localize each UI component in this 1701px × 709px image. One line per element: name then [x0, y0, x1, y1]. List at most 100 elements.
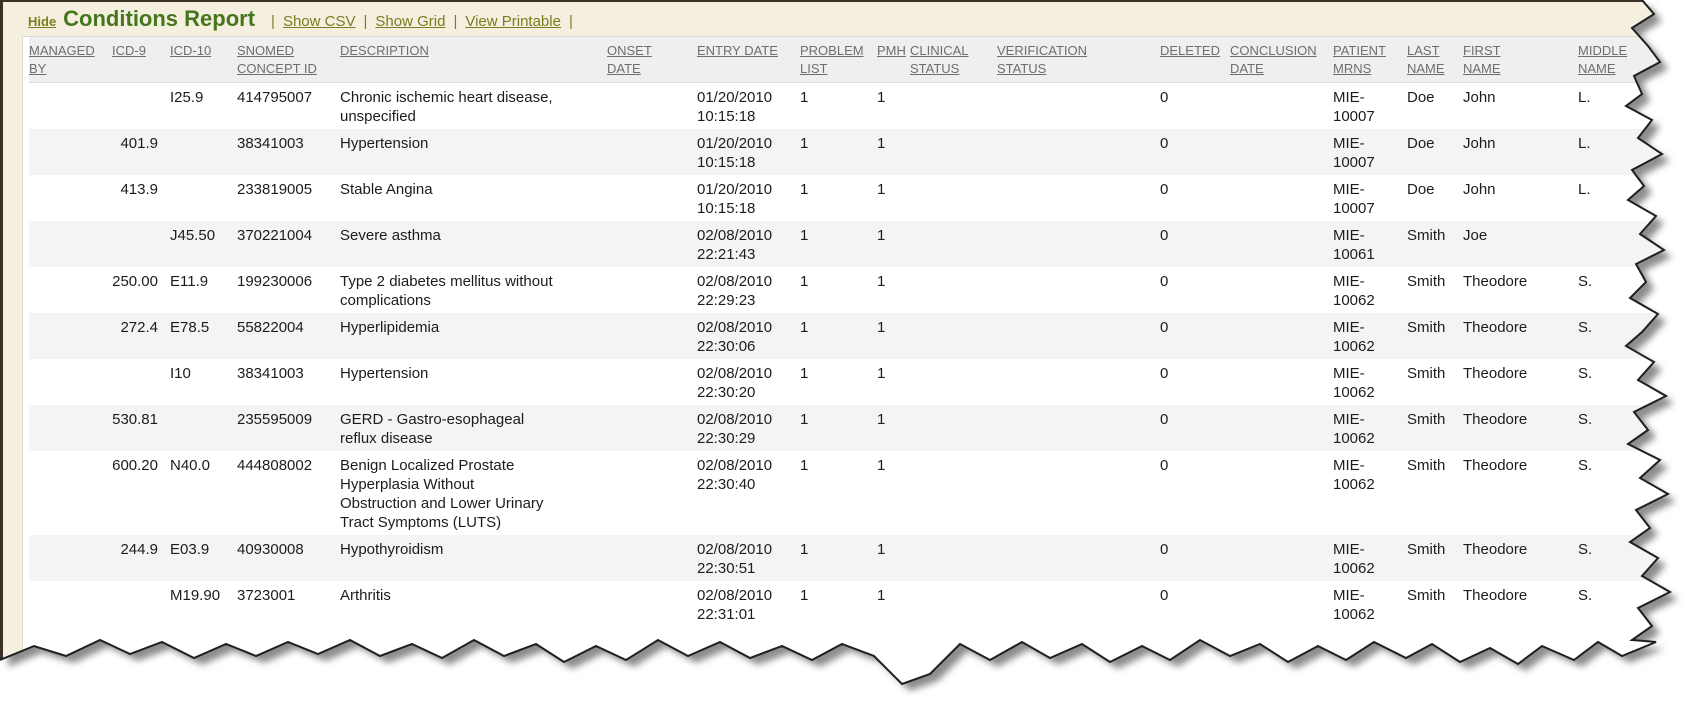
- cell-middle: S.: [1578, 581, 1663, 627]
- cell-mrn: MIE-10062: [1333, 535, 1407, 581]
- cell-description: Stable Angina: [340, 175, 607, 221]
- cell-last: Smith: [1407, 405, 1463, 451]
- column-header-mrn[interactable]: PATIENT MRNS: [1333, 37, 1407, 83]
- column-header-label[interactable]: PATIENT MRNS: [1333, 43, 1386, 76]
- view-printable-link[interactable]: View Printable: [465, 13, 561, 30]
- column-header-conclusion[interactable]: CONCLUSION DATE: [1230, 37, 1333, 83]
- cell-value: J45.50: [170, 227, 216, 244]
- cell-managed_by: [29, 313, 112, 359]
- column-header-managed_by[interactable]: MANAGED BY: [29, 37, 112, 83]
- cell-conclusion: [1230, 267, 1333, 313]
- cell-clinical: [910, 313, 997, 359]
- column-header-label[interactable]: DESCRIPTION: [340, 43, 429, 58]
- cell-first: John: [1463, 175, 1578, 221]
- cell-conclusion: [1230, 221, 1333, 267]
- column-header-label[interactable]: ICD-10: [170, 43, 212, 58]
- show-csv-link[interactable]: Show CSV: [282, 13, 356, 30]
- cell-value: 1: [877, 319, 886, 336]
- column-header-label[interactable]: PMH: [877, 43, 906, 58]
- column-header-label[interactable]: FIRST NAME: [1463, 43, 1501, 76]
- column-header-label[interactable]: VERIFICATION STATUS: [997, 43, 1088, 76]
- cell-value: MIE-10062: [1333, 587, 1375, 623]
- cell-deleted: 0: [1160, 451, 1230, 535]
- cell-value: 1: [800, 411, 809, 428]
- cell-last: Smith: [1407, 581, 1463, 627]
- cell-value: MIE-10062: [1333, 457, 1375, 493]
- cell-value: 1: [877, 181, 886, 198]
- cell-value: 0: [1160, 319, 1169, 336]
- cell-middle: S.: [1578, 267, 1663, 313]
- cell-value: L.: [1578, 181, 1591, 198]
- cell-snomed: 199230006: [237, 267, 340, 313]
- column-header-clinical[interactable]: CLINICAL STATUS: [910, 37, 997, 83]
- cell-value: 1: [877, 89, 886, 106]
- column-header-label[interactable]: DELETED: [1160, 43, 1220, 58]
- cell-pmh: 1: [877, 405, 910, 451]
- cell-deleted: 0: [1160, 405, 1230, 451]
- cell-value: 414795007: [237, 89, 313, 106]
- cell-value: Theodore: [1463, 273, 1528, 290]
- cell-value: Chronic ischemic heart disease, unspecif…: [340, 89, 553, 125]
- cell-verification: [997, 359, 1160, 405]
- cell-value: 02/08/2010 22:30:29: [697, 411, 773, 447]
- column-header-icd9[interactable]: ICD-9: [112, 37, 170, 83]
- cell-value: M19.90: [170, 587, 221, 604]
- cell-problem_list: 1: [800, 129, 877, 175]
- cell-description: Hypertension: [340, 129, 607, 175]
- column-header-first[interactable]: FIRST NAME: [1463, 37, 1578, 83]
- cell-value: 02/08/2010 22:29:23: [697, 273, 773, 309]
- column-header-label[interactable]: CLINICAL STATUS: [910, 43, 969, 76]
- cell-managed_by: [29, 175, 112, 221]
- cell-clinical: [910, 451, 997, 535]
- column-header-middle[interactable]: MIDDLE NAME: [1578, 37, 1663, 83]
- cell-value: Hypertension: [340, 365, 429, 382]
- column-header-entry[interactable]: ENTRY DATE: [697, 37, 800, 83]
- table-row: 272.4 E78.5 55822004 Hyperlipidemia 02/08/20…: [29, 313, 1663, 359]
- column-header-label[interactable]: ICD-9: [112, 43, 146, 58]
- column-header-description[interactable]: DESCRIPTION: [340, 37, 607, 83]
- cell-value: 370221004: [237, 227, 313, 244]
- column-header-label[interactable]: SNOMED CONCEPT ID: [237, 43, 317, 76]
- column-header-label[interactable]: LAST NAME: [1407, 43, 1445, 76]
- cell-clinical: [910, 129, 997, 175]
- column-header-label[interactable]: MANAGED BY: [29, 43, 95, 76]
- cell-value: 1: [877, 587, 886, 604]
- cell-value: MIE-10007: [1333, 181, 1375, 217]
- cell-value: Stable Angina: [340, 181, 433, 198]
- column-header-problem_list[interactable]: PROBLEM LIST: [800, 37, 877, 83]
- cell-icd9: [112, 83, 170, 130]
- column-header-label[interactable]: PROBLEM LIST: [800, 43, 864, 76]
- cell-entry: 02/08/2010 22:21:43: [697, 221, 800, 267]
- cell-value: 1: [800, 89, 809, 106]
- cell-icd9: [112, 581, 170, 627]
- cell-onset: [607, 359, 697, 405]
- cell-icd9: 244.9: [112, 535, 170, 581]
- column-header-label[interactable]: ENTRY DATE: [697, 43, 778, 58]
- column-header-onset[interactable]: ONSET DATE: [607, 37, 697, 83]
- cell-snomed: 444808002: [237, 451, 340, 535]
- cell-value: Smith: [1407, 457, 1446, 474]
- cell-first: Theodore: [1463, 359, 1578, 405]
- column-header-snomed[interactable]: SNOMED CONCEPT ID: [237, 37, 340, 83]
- column-header-pmh[interactable]: PMH: [877, 37, 910, 83]
- column-header-label[interactable]: MIDDLE NAME: [1578, 43, 1628, 76]
- cell-icd10: I25.9: [170, 83, 237, 130]
- cell-first: Theodore: [1463, 405, 1578, 451]
- column-header-icd10[interactable]: ICD-10: [170, 37, 237, 83]
- column-header-verification[interactable]: VERIFICATION STATUS: [997, 37, 1160, 83]
- column-header-deleted[interactable]: DELETED: [1160, 37, 1230, 83]
- hide-link[interactable]: Hide: [28, 14, 57, 29]
- cell-middle: L.: [1578, 83, 1663, 130]
- cell-clinical: [910, 267, 997, 313]
- cell-first: Theodore: [1463, 581, 1578, 627]
- cell-value: Type 2 diabetes mellitus without complic…: [340, 273, 553, 309]
- column-header-label[interactable]: CONCLUSION DATE: [1230, 43, 1317, 76]
- cell-value: 01/20/2010 10:15:18: [697, 135, 773, 171]
- cell-managed_by: [29, 83, 112, 130]
- column-header-last[interactable]: LAST NAME: [1407, 37, 1463, 83]
- conditions-table: MANAGED BY ICD-9 ICD-10 SNOMED CONCEPT ID DE…: [29, 37, 1663, 627]
- column-header-label[interactable]: ONSET DATE: [607, 43, 652, 76]
- cell-value: 0: [1160, 181, 1169, 198]
- show-grid-link[interactable]: Show Grid: [375, 13, 446, 30]
